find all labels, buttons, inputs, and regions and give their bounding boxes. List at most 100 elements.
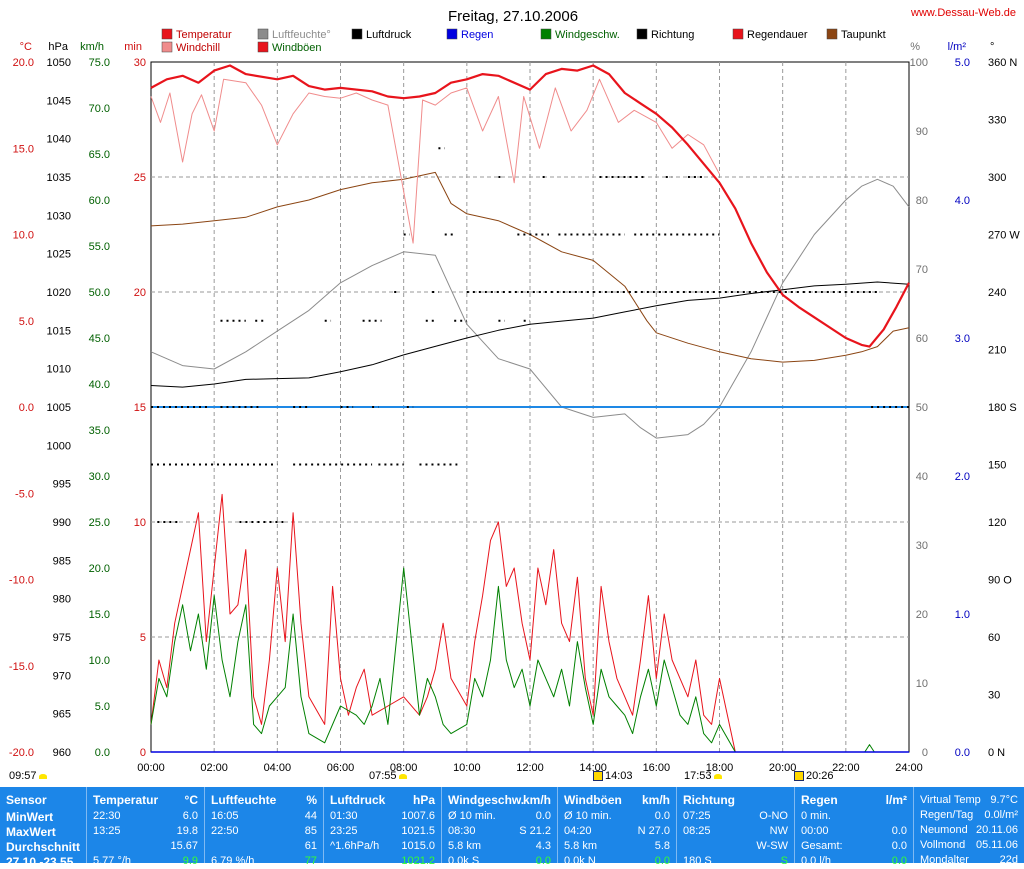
dir-tick-label: 150 (988, 460, 1006, 472)
avg10-row: Ø 10 min. 0.0 (448, 810, 551, 824)
last-row: 1021.2 (330, 855, 435, 869)
kmh-tick-label: 40.0 (89, 379, 110, 391)
header-label: Temperatur (93, 793, 159, 807)
row-label-avg: Durchschnitt (6, 840, 81, 854)
rain-day-row: Regen/Tag 0.0l/m² (920, 809, 1018, 823)
max-time: 22:50 (211, 825, 239, 837)
series-line-luftdruck (150, 281, 910, 388)
legend-swatch (636, 28, 648, 40)
max-time: 23:25 (330, 825, 358, 837)
kmh-tick-label: 30.0 (89, 471, 110, 483)
max-row: 23:25 1021.5 (330, 825, 435, 839)
avg-value: 15.67 (170, 840, 198, 852)
header-label: Luftfeuchte (211, 793, 277, 807)
moon-icon (794, 771, 804, 782)
avg10-value: 0.0 (654, 810, 670, 822)
row-label-max: MaxWert (6, 825, 56, 839)
dir-tick-label: 240 (988, 287, 1006, 299)
min-row: 16:05 44 (211, 810, 317, 824)
sensor-column: Sensor MinWert MaxWert Durchschnitt 27.1… (0, 787, 87, 869)
last-row: 0.0k S 0.0 (448, 855, 551, 869)
legend-swatch (540, 28, 552, 40)
full-moon-label: Vollmond (920, 839, 966, 851)
legend-label: Windböen (272, 42, 322, 54)
kmh-tick-label: 50.0 (89, 287, 110, 299)
hpa-tick-label: 975 (53, 632, 71, 644)
temp-tick-label: -20.0 (9, 747, 34, 759)
legend-swatch (257, 41, 269, 53)
sun-icon (713, 773, 722, 779)
pct-tick-label: 0 (922, 747, 928, 759)
hpa-tick-label: 970 (53, 670, 71, 682)
avg-value: 4.3 (535, 840, 551, 852)
column-header: Temperatur °C (93, 793, 198, 807)
legend-label: Temperatur (176, 29, 232, 41)
event-time: 14:03 (605, 770, 633, 782)
avg10-label: Ø 10 min. (564, 810, 612, 822)
row-label-last: 27.10.-23.55 (6, 855, 74, 869)
moonset-event: 20:26 (792, 770, 834, 782)
max-time: 04:20 (564, 825, 592, 837)
x-tick-label: 12:00 (516, 762, 544, 774)
rain-day-label: Regen/Tag (920, 809, 974, 821)
rain-tick-label: 2.0 (955, 471, 970, 483)
distance-value: 5.8 km (448, 840, 482, 852)
max-row: 04:20 N 27.0 (564, 825, 670, 839)
kmh-tick-label: 35.0 (89, 425, 110, 437)
x-tick-label: 24:00 (895, 762, 923, 774)
hpa-tick-label: 1045 (47, 95, 71, 107)
header-unit: km/h (522, 793, 551, 807)
avg-value: W-SW (756, 840, 788, 852)
min-tick-label: 25 (134, 172, 146, 184)
hpa-tick-label: 1025 (47, 249, 71, 261)
pct-tick-label: 30 (916, 540, 928, 552)
direction-column: Richtung 07:25 O-NO 08:25 NW W-SW 180 S S (677, 787, 795, 867)
hpa-tick-label: 995 (53, 479, 71, 491)
pct-tick-label: 70 (916, 264, 928, 276)
kmh-tick-label: 60.0 (89, 195, 110, 207)
kmh-tick-label: 75.0 (89, 57, 110, 69)
rain-tick-label: 0.0 (955, 747, 970, 759)
hpa-tick-label: 1020 (47, 287, 71, 299)
sunset-event: 17:53 (684, 770, 724, 782)
sunrise-event: 07:55 (369, 770, 409, 782)
series-line-luftfeuchte (150, 178, 910, 439)
kmh-tick-label: 5.0 (95, 701, 110, 713)
avg-value: 5.8 (654, 840, 670, 852)
sun-icon (398, 773, 407, 779)
rain-day-value: 0.0l/m² (984, 809, 1018, 821)
virtual-temp-value: 9.7°C (990, 794, 1018, 806)
header-label: Windgeschw. (448, 793, 525, 807)
dir-tick-label: 300 (988, 172, 1006, 184)
distance-value: 5.8 km (564, 840, 598, 852)
legend-swatch (446, 28, 458, 40)
rain-column: Regen l/m² 0 min. 00:00 0.0 Gesamt: 0.0 0.0… (795, 787, 914, 867)
header-unit: °C (184, 793, 198, 807)
max-time: 08:25 (683, 825, 711, 837)
current-value: 9.9 (182, 855, 198, 867)
duration-value: 0 min. (801, 810, 831, 822)
last-row: 180 S S (683, 855, 788, 869)
new-moon-label: Neumond (920, 824, 968, 836)
pct-tick-label: 10 (916, 678, 928, 690)
column-header: Windgeschw. km/h (448, 793, 551, 807)
header-unit: l/m² (885, 793, 907, 807)
max-row: 13:25 19.8 (93, 825, 198, 839)
avg10-row: Ø 10 min. 0.0 (564, 810, 670, 824)
legend-label: Taupunkt (841, 29, 886, 41)
rain-tick-label: 1.0 (955, 609, 970, 621)
max-row: 08:25 NW (683, 825, 788, 839)
x-tick-label: 16:00 (643, 762, 671, 774)
max-time: 00:00 (801, 825, 829, 837)
legend-swatch (257, 28, 269, 40)
temp-tick-label: -5.0 (15, 488, 34, 500)
hpa-tick-label: 1000 (47, 440, 71, 452)
header-unit: % (306, 793, 317, 807)
header-unit: hPa (412, 793, 435, 807)
min-row: 22:30 6.0 (93, 810, 198, 824)
current-value: 1021.2 (401, 855, 435, 867)
max-value: 85 (304, 825, 317, 837)
hpa-tick-label: 1010 (47, 364, 71, 376)
max-value: 1021.5 (401, 825, 435, 837)
event-time: 20:26 (806, 770, 834, 782)
